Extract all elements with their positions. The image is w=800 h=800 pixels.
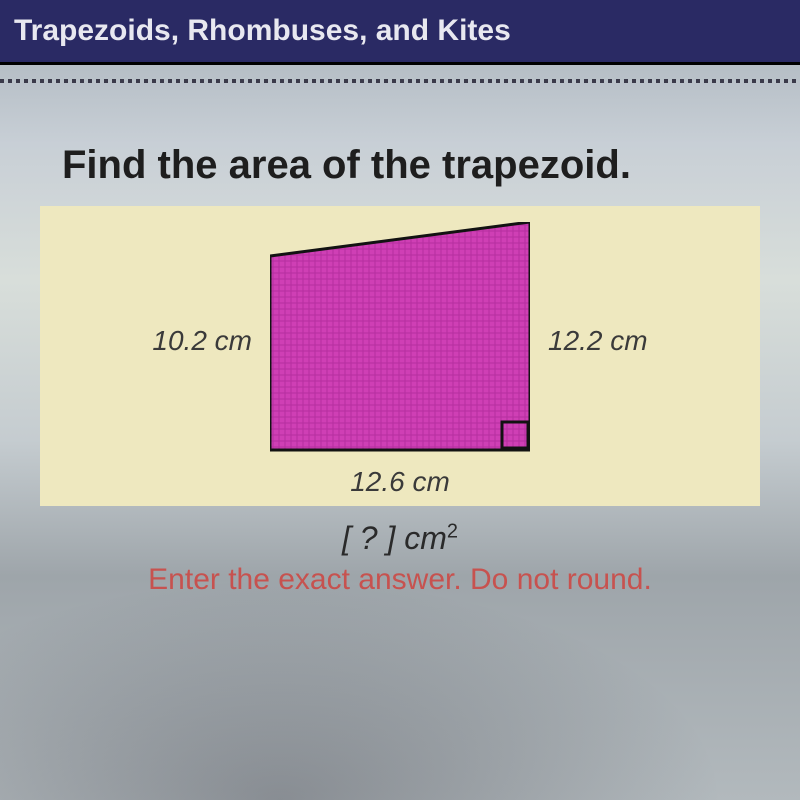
question-prompt: Find the area of the trapezoid.: [62, 143, 738, 188]
left-side-label: 10.2 cm: [152, 325, 252, 357]
figure-row: 10.2 cm 12.2 cm: [152, 222, 647, 460]
right-side-label: 12.2 cm: [548, 325, 648, 357]
trapezoid-svg: [270, 222, 530, 460]
answer-hint: Enter the exact answer. Do not round.: [40, 563, 760, 597]
answer-template: [ ? ] cm2: [40, 520, 760, 557]
topic-title: Trapezoids, Rhombuses, and Kites: [14, 14, 511, 48]
figure-panel: 10.2 cm 12.2 cm 12.6 cm: [40, 206, 760, 506]
trapezoid-figure: [270, 222, 530, 460]
topic-header: Trapezoids, Rhombuses, and Kites: [0, 0, 800, 65]
header-divider: [0, 79, 800, 83]
bottom-side-label: 12.6 cm: [350, 466, 450, 498]
answer-placeholder: [ ? ] cm: [342, 520, 447, 556]
screen: Trapezoids, Rhombuses, and Kites Find th…: [0, 0, 800, 800]
content-area: Find the area of the trapezoid. 10.2 cm …: [40, 143, 760, 597]
answer-exponent: 2: [447, 520, 458, 542]
